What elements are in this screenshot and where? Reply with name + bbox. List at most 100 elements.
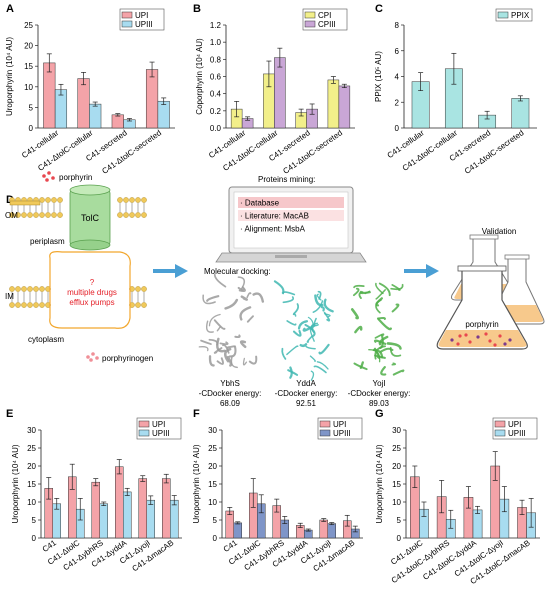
tolc-label: TolC (81, 213, 100, 223)
y-tick-label: 10 (392, 498, 401, 507)
ribbon-segment (373, 339, 387, 345)
lipid-head (15, 212, 21, 218)
panel-d: D porphyrin OM periplasm TolC IM ? mult (5, 171, 545, 408)
ribbon-segment (292, 313, 297, 317)
y-tick-label: 0 (32, 534, 37, 543)
lipid-head (135, 302, 141, 308)
lipid-head (57, 197, 63, 203)
porphyrin-dot (503, 342, 507, 346)
legend-swatch (494, 420, 506, 428)
y-tick-label: 25 (208, 444, 217, 453)
ribbon-segment (237, 276, 246, 290)
lipid-head (21, 212, 27, 218)
legend-label: UPI (152, 420, 165, 429)
lipid-head (21, 302, 27, 308)
lipid-head (135, 197, 141, 203)
ribbon-segment (378, 335, 389, 346)
ribbon-segment (224, 347, 232, 363)
lipid-head (39, 302, 45, 308)
lipid-head (141, 197, 147, 203)
porphyrin-dot (450, 338, 454, 342)
lipid-head (45, 197, 51, 203)
legend-swatch (319, 429, 331, 437)
arrow-right-icon (404, 264, 439, 278)
porphyrin-dot (456, 342, 460, 346)
y-tick-label: 5 (397, 516, 402, 525)
y-axis-label: Coporphyrin (10⁴ AU) (195, 38, 204, 115)
mining-item-alignment: · Alignment: MsbA (240, 225, 306, 234)
ribbon-segment (228, 345, 237, 358)
y-tick-label: 15 (27, 480, 36, 489)
ribbon-segment (282, 291, 296, 296)
ribbon-segment (374, 333, 385, 339)
ribbon-segment (216, 337, 227, 353)
ribbon-segment (306, 335, 313, 343)
lipid-head (117, 212, 123, 218)
om-label: OM (5, 211, 18, 220)
ribbon-segment (239, 306, 252, 321)
y-tick-label: 1.0 (210, 38, 222, 47)
ribbon-segment (350, 308, 359, 320)
lipid-head (129, 212, 135, 218)
lipid-head (27, 286, 33, 292)
legend-label: UPI (508, 420, 521, 429)
ribbon-segment (208, 338, 219, 346)
ribbon-segment (320, 306, 325, 312)
x-tick-label: C41-ΔtolC-cellular (221, 128, 280, 173)
legend-label: UPI (333, 420, 346, 429)
ribbon-segment (309, 355, 316, 362)
lipid-head (15, 286, 21, 292)
ribbon-segment (392, 369, 405, 376)
lipid-head (129, 197, 135, 203)
legend-label: UPIII (333, 429, 351, 438)
legend-swatch (121, 20, 133, 28)
porphyrinogen-label: porphyrinogen (102, 354, 153, 363)
y-tick-label: 30 (392, 426, 401, 435)
y-tick-label: 5 (213, 516, 218, 525)
bar-upiii (123, 491, 132, 539)
ribbon-segment (316, 293, 322, 301)
y-tick-label: 0.8 (210, 55, 222, 64)
ribbon-segment (246, 315, 254, 323)
bar-upiii (157, 100, 170, 129)
ribbon-segment (286, 320, 297, 326)
ribbon-segment (216, 357, 225, 365)
lipid-head (39, 212, 45, 218)
y-tick-label: 20 (208, 462, 217, 471)
chart-panel-b: B 0.0 0.2 0.4 0.6 0.8 1.0 1.2 Coporphyrin (10⁴ A… (193, 3, 355, 176)
protein-energy-label-yoji: -CDocker energy: (348, 389, 411, 398)
ribbon-segment (297, 320, 309, 330)
ribbon-segment (213, 319, 226, 330)
legend-label: CPI (318, 11, 331, 20)
bar-upiii (146, 499, 155, 539)
ribbon-segment (238, 286, 246, 293)
flask-porphyrin-dots (450, 332, 512, 347)
pump-question: ? (90, 278, 95, 287)
ribbon-segment (305, 345, 316, 350)
ribbon-segment (213, 347, 223, 354)
x-tick-label: C41-ΔtolC-secreted (281, 128, 344, 176)
ribbon-segment (323, 311, 331, 322)
pump-text-2: efflux pumps (69, 298, 114, 307)
ribbon-segment (378, 282, 391, 297)
porphyrin-dot (458, 334, 462, 338)
ribbon-segment (375, 289, 386, 300)
ribbon-segment (375, 297, 383, 307)
lipid-head (9, 302, 15, 308)
lipid-head (15, 302, 21, 308)
lipid-head (39, 286, 45, 292)
porphyrin-dot (493, 343, 497, 347)
ribbon-segment (386, 342, 402, 350)
ribbon-segment (239, 340, 247, 349)
y-tick-label: 5 (29, 103, 34, 112)
panel-label-a: A (6, 3, 14, 15)
porphyrin-label: porphyrin (59, 173, 92, 182)
ribbon-segment (391, 284, 401, 291)
ribbon-segment (380, 366, 387, 376)
lipid-head (135, 286, 141, 292)
panel-label-b: B (193, 3, 201, 15)
